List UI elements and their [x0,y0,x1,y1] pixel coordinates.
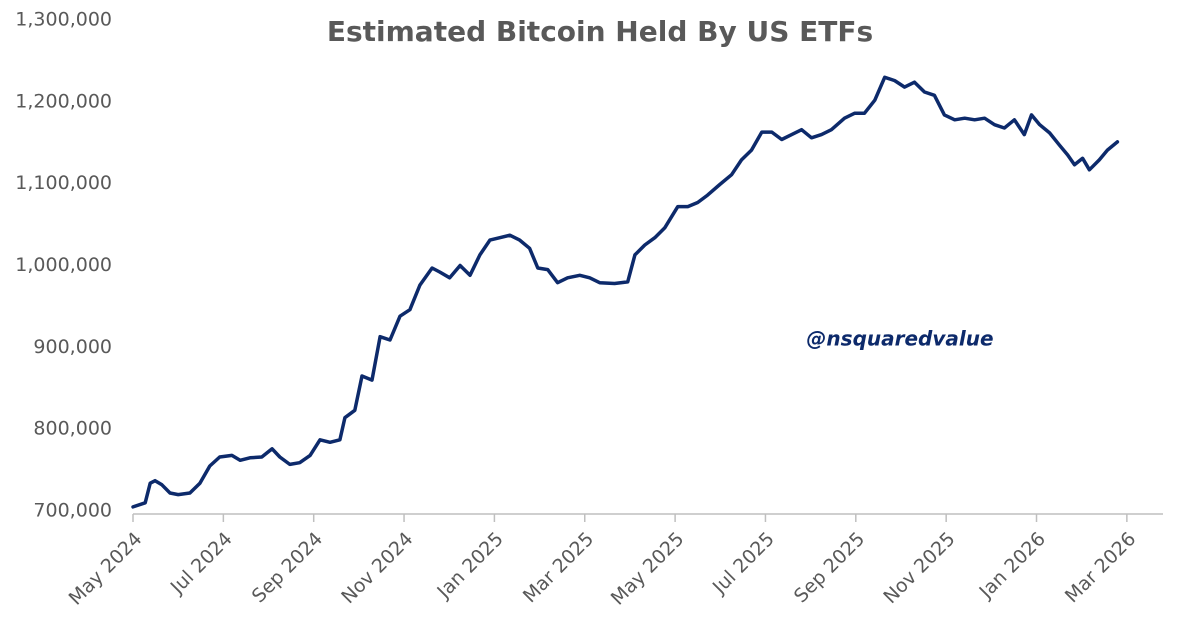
y-tick-label: 1,100,000 [15,172,112,194]
x-tick-label: May 2024 [65,528,147,610]
y-tick-label: 1,000,000 [15,254,112,276]
y-tick-label: 1,300,000 [15,9,112,31]
x-tick-label: Jul 2025 [708,528,779,599]
x-tick-label: Jan 2026 [974,528,1049,603]
chart-title: Estimated Bitcoin Held By US ETFs [327,15,873,48]
x-tick-label: Mar 2026 [1061,528,1140,607]
annotation: @nsquaredvalue [806,327,993,351]
x-tick-label: Mar 2025 [519,528,598,607]
y-tick-label: 900,000 [33,336,112,358]
y-tick-label: 700,000 [33,500,112,522]
x-tick-label: Jan 2025 [432,528,507,603]
x-tick-label: May 2025 [607,528,689,610]
series-line [131,75,1120,509]
x-tick-label: Nov 2025 [879,528,959,608]
x-tick-label: Sep 2024 [248,528,327,607]
x-tick-label: Sep 2025 [790,528,869,607]
x-tick-label: Jul 2024 [166,528,237,599]
y-tick-label: 1,200,000 [15,90,112,112]
y-tick-label: 800,000 [33,418,112,440]
x-tick-label: Nov 2024 [337,528,417,608]
